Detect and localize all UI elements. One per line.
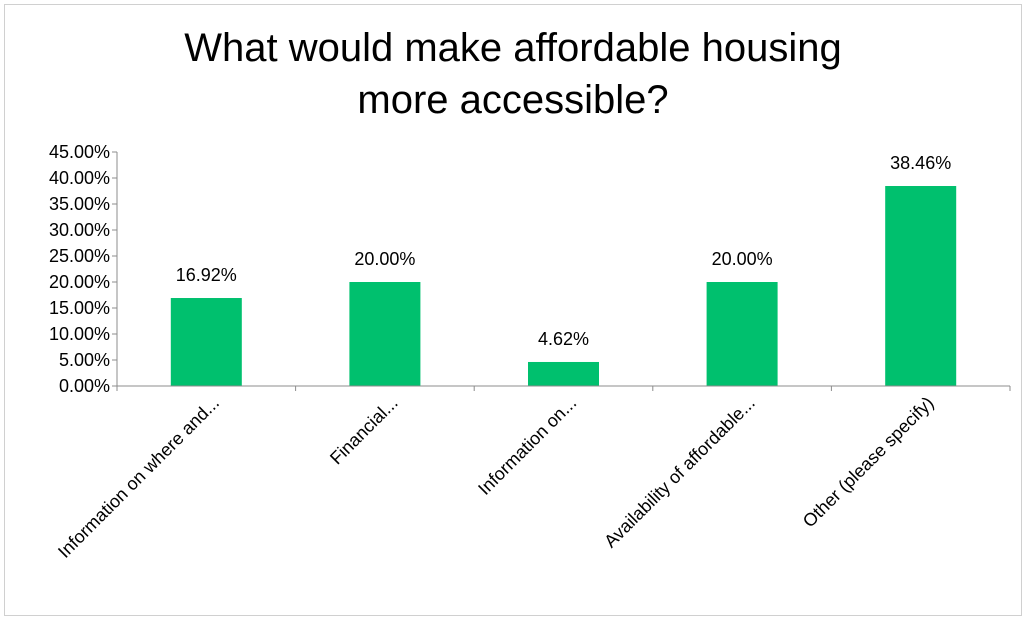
y-tick-label: 5.00% — [59, 350, 110, 370]
bars: 16.92% 20.00% 4.62% 20.00% 38.46% — [170, 153, 957, 386]
x-tick-label: Financial... — [326, 393, 402, 469]
chart-title: What would make affordable housing more … — [0, 22, 1026, 126]
data-label: 4.62% — [538, 329, 589, 349]
y-tick-label: 20.00% — [49, 272, 110, 292]
x-axis: Information on where and... Financial... I… — [54, 385, 1011, 562]
data-label: 20.00% — [354, 249, 415, 269]
y-tick-label: 0.00% — [59, 376, 110, 396]
y-tick-label: 40.00% — [49, 168, 110, 188]
bar — [349, 282, 421, 386]
y-tick-label: 15.00% — [49, 298, 110, 318]
x-tick-label: Other (please specify) — [799, 393, 938, 532]
x-tick-label: Information on... — [474, 393, 580, 499]
y-tick-label: 35.00% — [49, 194, 110, 214]
y-tick-label: 30.00% — [49, 220, 110, 240]
chart-title-line-2: more accessible? — [357, 78, 669, 122]
data-label: 16.92% — [176, 265, 237, 285]
data-label: 20.00% — [712, 249, 773, 269]
bar — [706, 282, 778, 386]
data-label: 38.46% — [890, 153, 951, 173]
y-tick-label: 25.00% — [49, 246, 110, 266]
chart-title-line-1: What would make affordable housing — [184, 26, 842, 70]
bar — [885, 186, 957, 386]
y-tick-label: 10.00% — [49, 324, 110, 344]
y-tick-label: 45.00% — [49, 142, 110, 162]
x-tick-label: Availability of affordable... — [600, 393, 759, 552]
y-axis: 0.00% 5.00% 10.00% 15.00% 20.00% 25.00% 30.00%… — [49, 142, 118, 396]
bar — [528, 361, 599, 386]
bar — [170, 298, 242, 386]
x-tick-label: Information on where and... — [54, 393, 223, 562]
